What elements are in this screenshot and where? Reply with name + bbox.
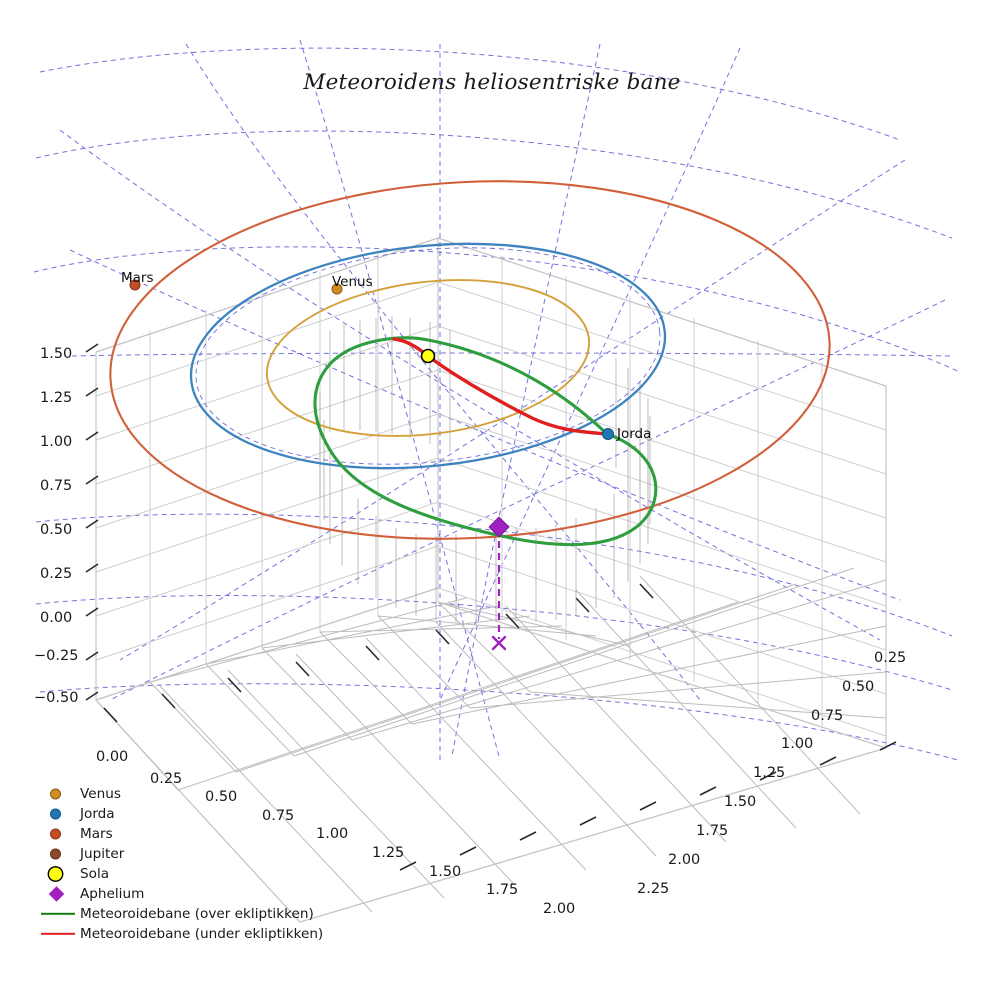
marker-venus[interactable] bbox=[331, 283, 343, 295]
y-tick-6: 1.75 bbox=[696, 823, 729, 839]
y-tick-3: 1.00 bbox=[781, 736, 814, 752]
red-line-icon bbox=[36, 924, 80, 944]
aphelium-drop-line bbox=[491, 529, 507, 651]
label-venus: Venus bbox=[332, 274, 373, 290]
legend-item-mars[interactable]: Mars bbox=[36, 824, 366, 844]
y-tick-0: 0.25 bbox=[874, 650, 907, 666]
y-tick-5: 1.50 bbox=[724, 794, 757, 810]
page-title: Meteoroidens heliosentriske bane bbox=[303, 70, 681, 95]
label-mars: Mars bbox=[121, 270, 154, 286]
legend-label: Meteoroidebane (over ekliptikken) bbox=[80, 906, 314, 922]
orbit-jorda bbox=[189, 242, 667, 470]
marker-mars[interactable] bbox=[129, 279, 141, 291]
y-tick-1: 0.50 bbox=[842, 679, 875, 695]
x-tick-2: 0.50 bbox=[205, 789, 238, 805]
legend-item-jupiter[interactable]: Jupiter bbox=[36, 844, 366, 864]
y-tick-8: 2.25 bbox=[637, 881, 670, 897]
z-tick-5: 0.25 bbox=[40, 566, 73, 582]
legend-item-meteoroid-below[interactable]: Meteoroidebane (under ekliptikken) bbox=[36, 924, 366, 944]
y-tick-2: 0.75 bbox=[811, 708, 844, 724]
label-jorda: Jorda bbox=[617, 426, 652, 442]
venus-dot-icon bbox=[36, 784, 80, 804]
legend-label: Mars bbox=[80, 826, 113, 842]
x-tick-3: 0.75 bbox=[262, 808, 295, 824]
mars-dot-icon bbox=[36, 824, 80, 844]
celestial-mesh-dashed bbox=[33, 39, 961, 761]
jupiter-dot-icon bbox=[36, 844, 80, 864]
aphelium-marker[interactable] bbox=[488, 516, 510, 538]
legend-label: Meteoroidebane (under ekliptikken) bbox=[80, 926, 324, 942]
orbit-venus bbox=[265, 279, 591, 437]
legend-label: Venus bbox=[80, 786, 121, 802]
legend-label: Aphelium bbox=[80, 886, 145, 902]
legend-item-meteoroid-above[interactable]: Meteoroidebane (over ekliptikken) bbox=[36, 904, 366, 924]
z-tick-3: 0.75 bbox=[40, 478, 73, 494]
green-line-icon bbox=[36, 904, 80, 924]
jorda-dot-icon bbox=[36, 804, 80, 824]
x-tick-1: 0.25 bbox=[150, 771, 183, 787]
legend-item-venus[interactable]: Venus bbox=[36, 784, 366, 804]
z-tick-8: −0.50 bbox=[34, 690, 79, 706]
orbit-mars bbox=[109, 180, 831, 540]
sola-dot-icon bbox=[36, 864, 80, 884]
marker-jorda[interactable] bbox=[602, 428, 614, 440]
x-tick-0: 0.00 bbox=[96, 749, 129, 765]
legend-label: Jupiter bbox=[80, 846, 125, 862]
legend-item-aphelium[interactable]: Aphelium bbox=[36, 884, 366, 904]
legend-item-sola[interactable]: Sola bbox=[36, 864, 366, 884]
y-tick-4: 1.25 bbox=[753, 765, 786, 781]
orbit-meteoroid-above-ecliptic bbox=[313, 336, 658, 547]
z-tick-4: 0.50 bbox=[40, 522, 73, 538]
z-tick-0: 1.50 bbox=[40, 346, 73, 362]
legend-item-jorda[interactable]: Jorda bbox=[36, 804, 366, 824]
x-tick-5: 1.25 bbox=[372, 845, 405, 861]
z-tick-6: 0.00 bbox=[40, 610, 73, 626]
x-tick-8: 2.00 bbox=[543, 901, 576, 917]
aphelium-diamond-icon bbox=[36, 884, 80, 904]
z-tick-2: 1.00 bbox=[40, 434, 73, 450]
z-tick-1: 1.25 bbox=[40, 390, 73, 406]
legend-label: Jorda bbox=[80, 806, 115, 822]
legend-label: Sola bbox=[80, 866, 110, 882]
z-tick-7: −0.25 bbox=[34, 648, 79, 664]
legend: Venus Jorda Mars Jupiter Sola bbox=[36, 784, 366, 944]
y-tick-7: 2.00 bbox=[668, 852, 701, 868]
x-tick-6: 1.50 bbox=[429, 864, 462, 880]
x-tick-4: 1.00 bbox=[316, 826, 349, 842]
marker-sola[interactable] bbox=[420, 348, 436, 364]
meteoroid-stem-lines bbox=[319, 316, 651, 624]
orbit-meteoroid-below-ecliptic bbox=[392, 337, 609, 436]
x-tick-7: 1.75 bbox=[486, 882, 519, 898]
